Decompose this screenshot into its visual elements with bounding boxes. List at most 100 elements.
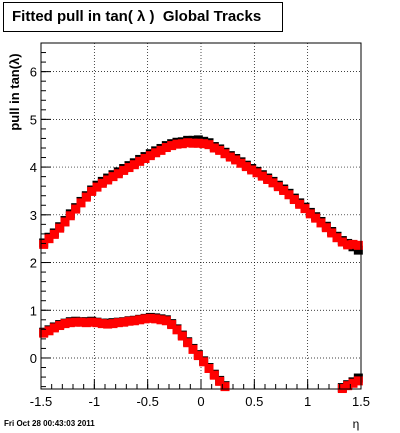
data-point <box>183 138 193 148</box>
data-point <box>60 217 70 227</box>
data-point <box>71 204 81 214</box>
y-tick-label: 6 <box>30 65 37 80</box>
data-point <box>188 138 198 148</box>
data-point <box>76 198 86 208</box>
data-point <box>145 151 155 161</box>
data-point <box>81 192 91 202</box>
data-point <box>97 319 107 329</box>
data-point <box>257 171 267 181</box>
data-point <box>97 178 107 188</box>
y-tick-label: 3 <box>30 208 37 223</box>
data-point <box>151 314 161 324</box>
data-point <box>167 141 177 151</box>
data-point <box>135 315 145 325</box>
y-axis-label: pull in tan(λ) <box>7 53 22 130</box>
data-point <box>215 376 225 386</box>
data-point <box>81 318 91 328</box>
data-point <box>327 228 337 238</box>
data-point <box>343 240 353 250</box>
data-point <box>65 211 75 221</box>
data-point <box>305 209 315 219</box>
data-point <box>321 223 331 233</box>
data-point <box>60 319 70 329</box>
y-tick-label: 0 <box>30 351 37 366</box>
data-point <box>140 314 150 324</box>
series-3 <box>39 313 363 394</box>
data-point <box>44 234 54 244</box>
data-point <box>236 158 246 168</box>
data-point <box>87 186 97 196</box>
data-point <box>113 318 123 328</box>
data-point <box>103 319 113 329</box>
data-point <box>161 143 171 153</box>
data-point <box>252 168 262 178</box>
data-point <box>44 326 54 336</box>
data-point <box>204 140 214 150</box>
data-point <box>129 160 139 170</box>
data-point <box>284 190 294 200</box>
data-point <box>316 218 326 228</box>
y-tick-label: 1 <box>30 303 37 318</box>
data-point <box>87 317 97 327</box>
data-point <box>247 165 257 175</box>
x-tick-label: -1.5 <box>30 394 52 409</box>
data-point <box>204 363 214 373</box>
timestamp-footer: Fri Oct 28 00:43:03 2011 <box>4 419 95 428</box>
data-point <box>92 182 102 192</box>
data-point <box>311 213 321 223</box>
data-point <box>119 165 129 175</box>
data-point <box>92 318 102 328</box>
data-point <box>332 233 342 243</box>
data-point <box>49 323 59 333</box>
data-point <box>279 185 289 195</box>
data-point <box>113 169 123 179</box>
data-point <box>177 331 187 341</box>
data-point <box>151 148 161 158</box>
data-point <box>129 316 139 326</box>
tick-labels: -1.5 -1 -0.5 0 0.5 1 1.5 0 1 2 3 4 5 6 <box>30 65 370 409</box>
data-point <box>103 175 113 185</box>
data-markers <box>39 135 363 394</box>
data-point <box>199 357 209 367</box>
data-point <box>108 319 118 329</box>
data-point <box>49 229 59 239</box>
data-point <box>300 204 310 214</box>
data-point <box>65 318 75 328</box>
data-point <box>353 376 363 386</box>
data-point <box>209 143 219 153</box>
grid-lines <box>40 43 362 389</box>
y-tick-label: 4 <box>30 160 37 175</box>
data-point <box>39 239 49 249</box>
data-point <box>119 317 129 327</box>
y-tick-label: 5 <box>30 112 37 127</box>
x-tick-label: -0.5 <box>136 394 158 409</box>
data-point <box>177 139 187 149</box>
data-point <box>337 237 347 247</box>
data-point <box>156 145 166 155</box>
data-point <box>188 344 198 354</box>
data-point <box>124 163 134 173</box>
data-point <box>353 245 363 255</box>
data-point <box>353 240 363 250</box>
data-point <box>183 338 193 348</box>
x-tick-label: 1 <box>304 394 311 409</box>
data-point <box>55 321 65 331</box>
data-point <box>295 199 305 209</box>
data-point <box>348 378 358 388</box>
data-point <box>193 351 203 361</box>
data-point <box>273 182 283 192</box>
chart-title: Fitted pull in tan( λ ) Global Tracks <box>3 2 283 32</box>
x-tick-label: 0 <box>197 394 204 409</box>
data-point <box>161 316 171 326</box>
data-point <box>343 381 353 391</box>
data-point <box>172 325 182 335</box>
data-point <box>172 139 182 149</box>
data-point <box>231 155 241 165</box>
data-point <box>215 145 225 155</box>
data-point <box>124 316 134 326</box>
data-point <box>108 172 118 182</box>
data-point <box>156 315 166 325</box>
data-point <box>55 223 65 233</box>
data-point <box>76 317 86 327</box>
